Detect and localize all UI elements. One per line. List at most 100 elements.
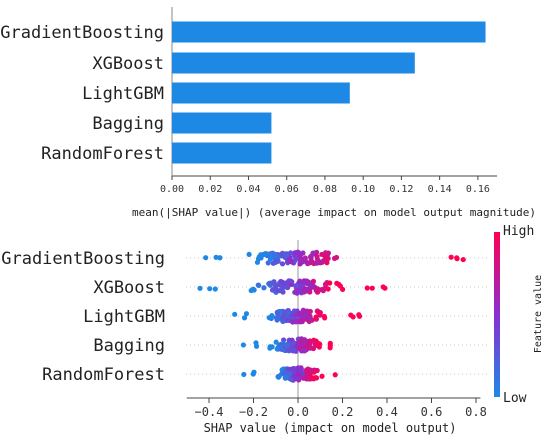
bee-point — [327, 280, 333, 286]
bee-point — [315, 289, 321, 295]
bee-point — [296, 287, 302, 294]
bee-point — [291, 308, 298, 314]
bee-point — [301, 348, 308, 354]
bar-label-bagging: Bagging — [92, 114, 164, 134]
bee-point — [273, 339, 279, 345]
colorbar-low-label: Low — [503, 391, 527, 406]
bee-point — [279, 261, 286, 267]
bar-gradientboosting — [172, 21, 486, 43]
bee-point — [310, 250, 316, 256]
bee-label-gradientboosting: GradientBoosting — [1, 249, 165, 269]
bee-point — [197, 285, 203, 291]
bee-point — [279, 346, 285, 353]
bee-point — [243, 311, 250, 317]
bee-point — [323, 281, 329, 288]
bee-point — [240, 342, 246, 348]
bar-x-axis-label: mean(|SHAP value|) (average impact on mo… — [132, 206, 536, 219]
bee-point — [213, 254, 219, 260]
colorbar — [494, 232, 500, 397]
bee-point — [332, 372, 338, 378]
bee-point — [275, 258, 281, 264]
bee-point — [306, 314, 312, 320]
bee-label-xgboost: XGBoost — [93, 278, 165, 298]
bee-point — [288, 258, 294, 265]
bee-point — [248, 287, 254, 294]
bee-point — [241, 315, 248, 321]
bee-point — [319, 373, 325, 379]
bee-point — [253, 340, 259, 346]
bar-lightgbm — [172, 82, 350, 104]
bar-x-tick-label: 0.00 — [160, 184, 184, 195]
bee-point — [323, 255, 329, 261]
bee-point — [280, 340, 286, 347]
bee-label-lightgbm: LightGBM — [83, 307, 165, 327]
bee-point — [300, 307, 306, 313]
bee-label-bagging: Bagging — [93, 336, 165, 356]
bee-point — [217, 255, 223, 261]
bee-point — [274, 346, 280, 352]
bee-point — [251, 369, 257, 375]
bee-point — [292, 250, 298, 256]
bee-point — [454, 256, 460, 262]
bar-x-tick-label: 0.08 — [313, 184, 337, 195]
bee-point — [364, 285, 370, 291]
bee-point — [272, 251, 278, 257]
bee-point — [269, 312, 275, 319]
bee-point — [301, 279, 308, 286]
bee-point — [316, 344, 322, 350]
bar-x-tick-label: 0.10 — [351, 184, 375, 195]
shap-bar-chart: GradientBoosting XGBoost LightGBM Bagging Ra… — [0, 7, 536, 219]
bee-point — [292, 318, 298, 324]
bar-randomforest — [172, 142, 272, 164]
bee-point — [297, 278, 303, 284]
bee-x-tick-label: 0.0 — [287, 405, 309, 419]
bee-point — [246, 251, 252, 258]
bee-point — [369, 285, 375, 291]
colorbar-high-label: High — [503, 224, 534, 239]
bee-point — [304, 376, 310, 382]
bee-x-tick-label: −0.2 — [239, 405, 268, 419]
bee-point — [241, 371, 247, 378]
bee-point — [212, 286, 218, 292]
bee-point — [275, 311, 281, 317]
bee-point — [310, 375, 316, 381]
bee-point — [314, 260, 320, 266]
bar-x-tick-label: 0.12 — [389, 184, 413, 195]
bee-point — [278, 278, 284, 285]
bar-x-tick-label: 0.02 — [198, 184, 222, 195]
bee-point — [307, 308, 313, 315]
bee-point — [286, 347, 292, 353]
bee-point — [307, 338, 313, 344]
bar-xgboost — [172, 52, 415, 74]
bee-point — [356, 312, 362, 318]
bee-point — [275, 374, 281, 380]
bee-point — [287, 278, 294, 284]
bee-point — [255, 282, 261, 288]
bee-point — [305, 371, 311, 377]
bee-point — [282, 282, 288, 289]
bee-point — [331, 255, 338, 261]
bee-point — [261, 285, 267, 291]
bee-point — [327, 342, 333, 349]
bee-x-tick-label: 0.2 — [332, 405, 354, 419]
bee-point — [314, 367, 320, 374]
bee-point — [290, 340, 297, 346]
bee-point — [286, 309, 292, 316]
bee-point — [308, 367, 315, 374]
bee-point — [460, 256, 466, 263]
bee-point — [282, 253, 288, 260]
bee-point — [313, 314, 319, 320]
bee-x-tick-label: 0.4 — [376, 405, 398, 419]
bee-point — [350, 314, 356, 320]
bar-x-tick-label: 0.04 — [236, 184, 260, 195]
bee-point — [307, 345, 314, 351]
bee-point — [317, 310, 323, 316]
bee-point — [232, 311, 238, 317]
bee-point — [207, 286, 213, 292]
bee-point — [262, 251, 269, 257]
bar-bagging — [172, 112, 272, 134]
bee-point — [314, 254, 320, 260]
bar-label-randomforest: RandomForest — [41, 144, 164, 164]
bee-point — [309, 259, 315, 265]
bee-point — [282, 369, 288, 375]
